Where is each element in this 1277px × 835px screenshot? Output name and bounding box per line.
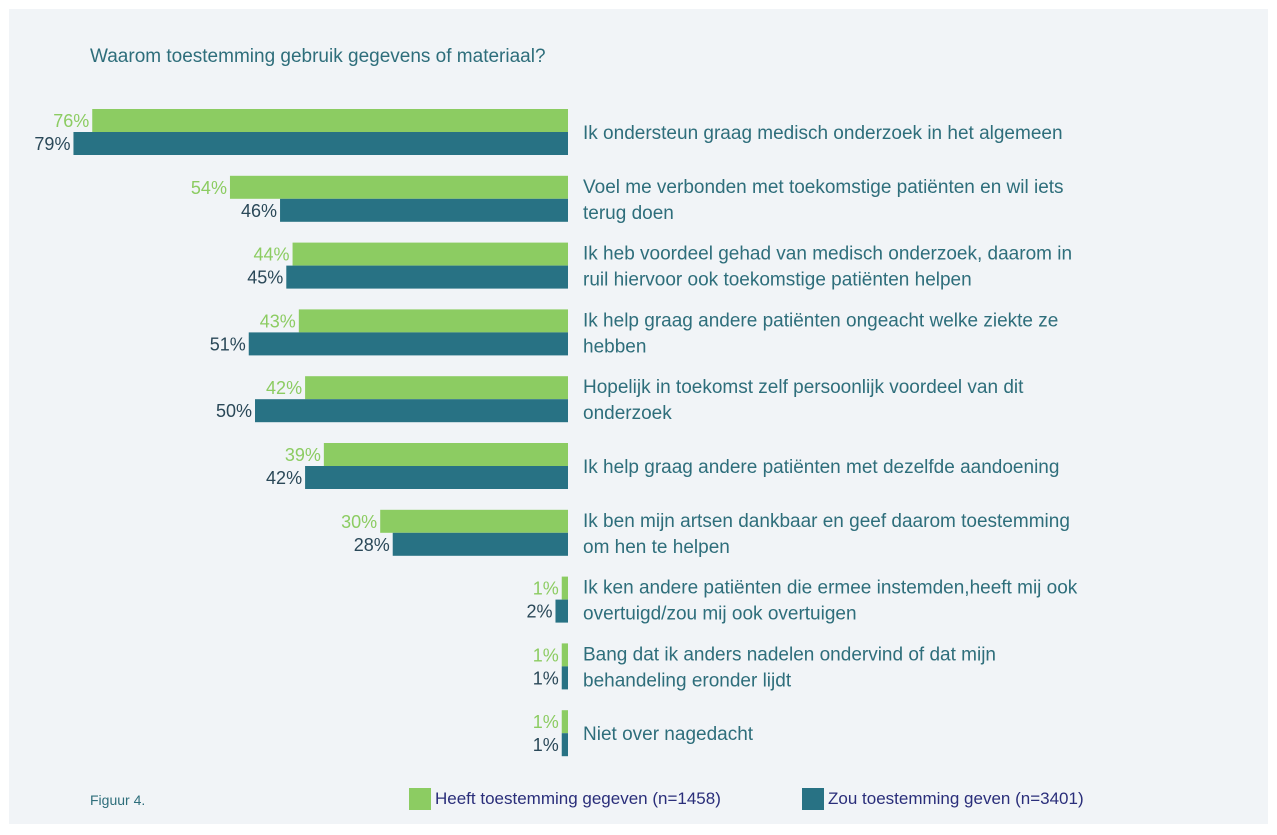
- bar-blue-0: [73, 132, 569, 155]
- category-label-1-line-1: terug doen: [583, 203, 674, 224]
- category-label-3-line-0: Ik help graag andere patiënten ongeacht …: [583, 310, 1058, 331]
- data-label-green-8: 1%: [533, 645, 559, 665]
- bar-green-2: [292, 242, 568, 266]
- bar-green-0: [92, 109, 569, 132]
- legend-swatch-green: [409, 788, 431, 810]
- category-label-4-line-0: Hopelijk in toekomst zelf persoonlijk vo…: [583, 377, 1024, 398]
- legend-label-green: Heeft toestemming gegeven (n=1458): [435, 789, 721, 808]
- bar-blue-6: [392, 532, 568, 556]
- bar-blue-2: [286, 265, 568, 289]
- bar-blue-4: [255, 399, 568, 423]
- bar-blue-1: [280, 198, 568, 222]
- data-label-blue-9: 1%: [533, 735, 559, 755]
- bar-blue-9: [561, 733, 568, 757]
- data-label-green-3: 43%: [260, 311, 296, 331]
- bar-blue-8: [561, 666, 568, 690]
- data-label-green-9: 1%: [533, 712, 559, 732]
- data-label-blue-3: 51%: [210, 334, 246, 354]
- category-label-2-line-1: ruil hiervoor ook toekomstige patiënten …: [583, 270, 972, 291]
- data-label-green-6: 30%: [341, 512, 377, 532]
- category-label-9: Niet over nagedacht: [583, 724, 754, 745]
- chart-title: Waarom toestemming gebruik gegevens of m…: [90, 46, 546, 67]
- bar-green-7: [561, 576, 568, 600]
- category-label-2-line-0: Ik heb voordeel gehad van medisch onderz…: [583, 244, 1072, 265]
- data-label-blue-2: 45%: [247, 268, 283, 288]
- category-label-7-line-0: Ik ken andere patiënten die ermee instem…: [583, 578, 1078, 599]
- bar-green-6: [380, 509, 568, 533]
- data-label-green-4: 42%: [266, 378, 302, 398]
- category-label-8-line-1: behandeling eronder lijdt: [583, 670, 792, 691]
- data-label-blue-1: 46%: [241, 201, 277, 221]
- legend-item-green: Heeft toestemming gegeven (n=1458): [409, 788, 721, 810]
- data-label-blue-5: 42%: [266, 468, 302, 488]
- category-label-1-line-0: Voel me verbonden met toekomstige patiën…: [583, 177, 1064, 198]
- category-label-0: Ik ondersteun graag medisch onderzoek in…: [583, 123, 1063, 144]
- data-label-blue-0: 79%: [34, 134, 70, 154]
- category-label-6-line-0: Ik ben mijn artsen dankbaar en geef daar…: [583, 511, 1070, 532]
- data-label-green-2: 44%: [254, 245, 290, 265]
- bar-green-3: [298, 309, 568, 333]
- data-label-green-0: 76%: [53, 111, 89, 131]
- category-label-3-line-1: hebben: [583, 336, 646, 357]
- category-label-5: Ik help graag andere patiënten met dezel…: [583, 457, 1059, 478]
- bar-green-8: [561, 643, 568, 667]
- data-label-green-7: 1%: [533, 579, 559, 599]
- data-label-blue-7: 2%: [526, 602, 552, 622]
- bar-green-5: [323, 443, 568, 466]
- bar-green-1: [229, 175, 568, 199]
- legend-swatch-blue: [802, 788, 824, 810]
- category-label-7-line-1: overtuigd/zou mij ook overtuigen: [583, 604, 857, 625]
- bar-green-4: [305, 376, 568, 400]
- bar-blue-7: [555, 599, 568, 623]
- figure-label: Figuur 4.: [90, 792, 146, 808]
- category-label-8-line-0: Bang dat ik anders nadelen ondervind of …: [583, 644, 996, 665]
- legend-label-blue: Zou toestemming geven (n=3401): [828, 789, 1084, 808]
- data-label-blue-6: 28%: [354, 535, 390, 555]
- category-label-6-line-1: om hen te helpen: [583, 537, 730, 558]
- bar-green-9: [561, 710, 568, 734]
- data-label-blue-8: 1%: [533, 668, 559, 688]
- data-label-green-5: 39%: [285, 445, 321, 465]
- data-label-blue-4: 50%: [216, 401, 252, 421]
- category-label-4-line-1: onderzoek: [583, 403, 672, 424]
- bar-blue-3: [248, 332, 569, 356]
- bar-blue-5: [305, 466, 568, 489]
- legend-item-blue: Zou toestemming geven (n=3401): [802, 788, 1084, 810]
- data-label-green-1: 54%: [191, 178, 227, 198]
